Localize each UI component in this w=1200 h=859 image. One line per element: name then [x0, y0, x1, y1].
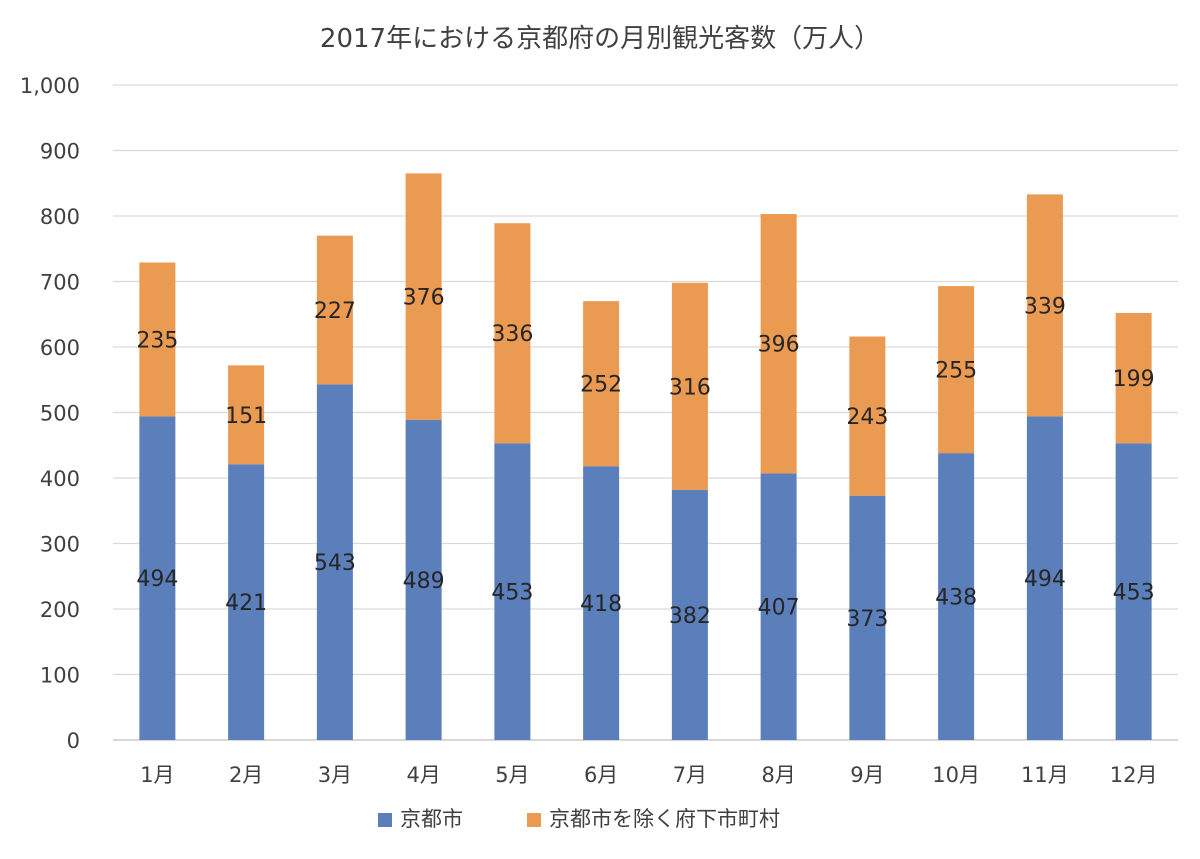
- y-tick-label: 300: [40, 533, 80, 557]
- y-tick-label: 500: [40, 402, 80, 426]
- y-tick-label: 100: [40, 664, 80, 688]
- x-tick-label: 4月: [406, 763, 440, 787]
- bar-other-municipalities: [849, 336, 886, 496]
- bar-other-municipalities: [405, 173, 442, 420]
- y-tick-label: 600: [40, 336, 80, 360]
- gridlines: [113, 84, 1178, 741]
- bar-other-municipalities: [1026, 194, 1063, 417]
- bar-other-municipalities: [139, 262, 176, 417]
- bar-kyoto-city: [583, 466, 620, 740]
- x-tick-label: 3月: [318, 763, 352, 787]
- data-label: 438: [935, 586, 977, 611]
- x-tick-label: 11月: [1021, 763, 1069, 787]
- data-label: 316: [669, 375, 711, 400]
- bar-other-municipalities: [316, 235, 353, 385]
- bar-other-municipalities: [938, 286, 975, 454]
- bar-other-municipalities: [760, 214, 797, 474]
- x-tick-label: 8月: [761, 763, 795, 787]
- bar-kyoto-city: [405, 419, 442, 740]
- y-tick-label: 400: [40, 467, 80, 491]
- y-tick-label: 800: [40, 205, 80, 229]
- chart-title: 2017年における京都府の月別観光客数（万人）: [320, 24, 880, 54]
- x-tick-label: 1月: [140, 763, 174, 787]
- legend: 京都市 京都市を除く府下市町村: [378, 807, 780, 831]
- data-label: 255: [935, 359, 977, 384]
- data-label: 382: [669, 604, 711, 629]
- legend-swatch: [527, 813, 541, 827]
- data-label: 494: [1024, 567, 1066, 592]
- x-tick-label: 5月: [495, 763, 529, 787]
- data-label: 235: [136, 328, 178, 353]
- data-label: 151: [225, 404, 267, 429]
- data-label: 494: [136, 567, 178, 592]
- bar-kyoto-city: [494, 443, 531, 740]
- data-label: 339: [1024, 294, 1066, 319]
- bar-kyoto-city: [671, 489, 708, 740]
- x-axis-ticks: 1月 2月 3月 4月 5月 6月 7月 8月 9月 10月 11月 12月: [140, 763, 1157, 787]
- data-labels: 494 235 421 151 543 227 489 376 453 336 418 252 382 3…: [136, 286, 1154, 632]
- data-label: 252: [580, 373, 622, 398]
- data-label: 396: [758, 333, 800, 358]
- x-tick-label: 10月: [932, 763, 980, 787]
- x-tick-label: 7月: [673, 763, 707, 787]
- x-tick-label: 2月: [229, 763, 263, 787]
- data-label: 336: [491, 322, 533, 347]
- data-label: 453: [1113, 581, 1155, 606]
- legend-label: 京都市: [400, 807, 463, 831]
- y-tick-label: 700: [40, 271, 80, 295]
- data-label: 243: [846, 405, 888, 430]
- y-tick-label: 0: [67, 729, 80, 753]
- data-label: 421: [225, 591, 267, 616]
- y-axis-ticks: 0 100 200 300 400 500 600 700 800 900 1,000: [20, 74, 80, 753]
- bar-kyoto-city: [139, 416, 176, 740]
- bar-other-municipalities: [671, 282, 708, 490]
- bar-other-municipalities: [228, 365, 265, 465]
- bars: [139, 173, 1152, 740]
- data-label: 373: [846, 607, 888, 632]
- bar-kyoto-city: [316, 384, 353, 740]
- bar-kyoto-city: [1026, 416, 1063, 740]
- x-tick-label: 9月: [850, 763, 884, 787]
- y-tick-label: 200: [40, 598, 80, 622]
- data-label: 489: [403, 569, 445, 594]
- bar-kyoto-city: [849, 495, 886, 740]
- y-tick-label: 1,000: [20, 74, 80, 98]
- data-label: 376: [403, 286, 445, 311]
- bar-other-municipalities: [494, 223, 531, 444]
- bar-other-municipalities: [1115, 312, 1152, 444]
- x-tick-label: 6月: [584, 763, 618, 787]
- data-label: 199: [1113, 367, 1155, 392]
- data-label: 227: [314, 299, 356, 324]
- legend-label: 京都市を除く府下市町村: [549, 807, 780, 831]
- data-label: 407: [758, 596, 800, 621]
- legend-swatch: [378, 813, 392, 827]
- bar-other-municipalities: [583, 301, 620, 467]
- bar-kyoto-city: [1115, 443, 1152, 740]
- data-label: 453: [491, 581, 533, 606]
- data-label: 418: [580, 592, 622, 617]
- bar-kyoto-city: [760, 473, 797, 740]
- x-tick-label: 12月: [1110, 763, 1158, 787]
- bar-kyoto-city: [938, 453, 975, 740]
- y-tick-label: 900: [40, 140, 80, 164]
- data-label: 543: [314, 551, 356, 576]
- bar-kyoto-city: [228, 464, 265, 740]
